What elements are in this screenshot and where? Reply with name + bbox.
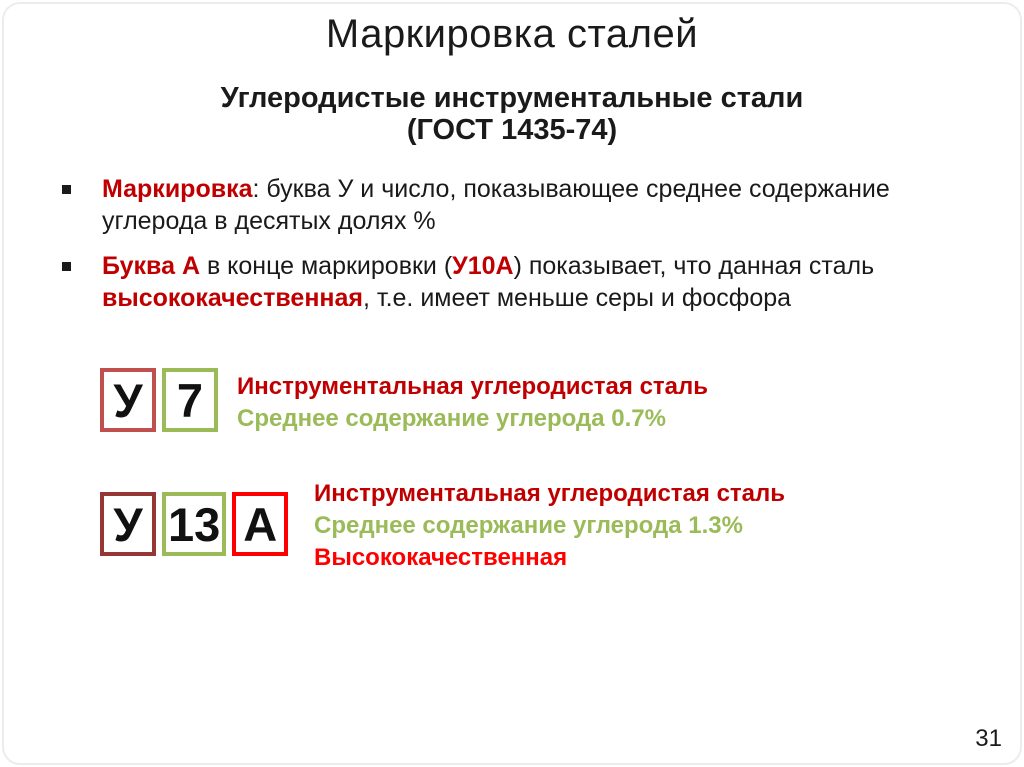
example-2-boxes: У 13 А xyxy=(100,492,289,556)
marking-letter-box: 7 xyxy=(162,368,218,432)
bullet-square-icon xyxy=(62,185,71,194)
example-description-line: Среднее содержание углерода 0.7% xyxy=(237,405,666,432)
marking-letter-box: У xyxy=(100,492,156,556)
example-description-line: Среднее содержание углерода 1.3% xyxy=(314,512,743,539)
example-description-line: Инструментальная углеродистая сталь xyxy=(314,480,786,507)
text-segment: в конце маркировки ( xyxy=(200,252,453,280)
text-segment: : буква У и число, показывающее среднее … xyxy=(102,175,890,235)
example-description-line: Инструментальная углеродистая сталь xyxy=(237,373,709,400)
bullet-text: Буква А в конце маркировки (У10А) показы… xyxy=(102,251,920,314)
bullet-square-icon xyxy=(62,262,71,271)
bullet-item: Буква А в конце маркировки (У10А) показы… xyxy=(60,251,920,314)
text-segment: Маркировка xyxy=(102,175,253,203)
marking-letter-box: 13 xyxy=(162,492,227,556)
bullet-list: Маркировка: буква У и число, показывающе… xyxy=(60,174,920,328)
marking-letter-box: У xyxy=(100,368,156,432)
text-segment: У10А xyxy=(452,252,514,280)
page-number: 31 xyxy=(975,725,1002,752)
text-segment: ) показывает, что данная сталь xyxy=(513,252,875,280)
marking-letter-box: А xyxy=(232,492,289,556)
bullet-text: Маркировка: буква У и число, показывающе… xyxy=(102,174,920,237)
text-segment: , т.е. имеет меньше серы и фосфора xyxy=(363,283,792,312)
text-segment: высококачественная xyxy=(102,283,364,312)
example-1-text: Инструментальная углеродистая сталь Средн… xyxy=(237,371,708,435)
example-2-text: Инструментальная углеродистая сталь Средн… xyxy=(314,478,785,574)
slide-title: Маркировка сталей xyxy=(325,12,699,56)
subtitle-line-2: (ГОСТ 1435-74) xyxy=(406,114,618,147)
slide-subtitle: Углеродистые инструментальные стали (ГОС… xyxy=(0,82,1024,147)
text-segment: Буква А xyxy=(102,252,200,280)
bullet-item: Маркировка: буква У и число, показывающе… xyxy=(60,174,920,237)
example-description-line: Высококачественная xyxy=(314,544,568,571)
subtitle-line-1: Углеродистые инструментальные стали xyxy=(220,82,804,114)
